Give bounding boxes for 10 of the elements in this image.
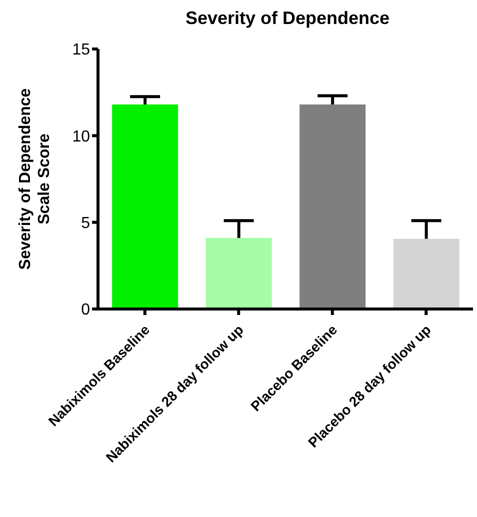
y-tick-label: 0 — [81, 302, 90, 319]
y-axis-title: Severity of Dependence Scale Score — [17, 88, 53, 270]
bar — [300, 104, 366, 309]
chart-title: Severity of Dependence — [184, 8, 391, 29]
bar — [206, 238, 272, 309]
bar — [393, 238, 460, 309]
bar — [112, 104, 178, 309]
y-tick-label: 5 — [81, 215, 90, 232]
y-tick-label: 10 — [72, 128, 90, 146]
y-tick-label: 15 — [72, 42, 90, 59]
